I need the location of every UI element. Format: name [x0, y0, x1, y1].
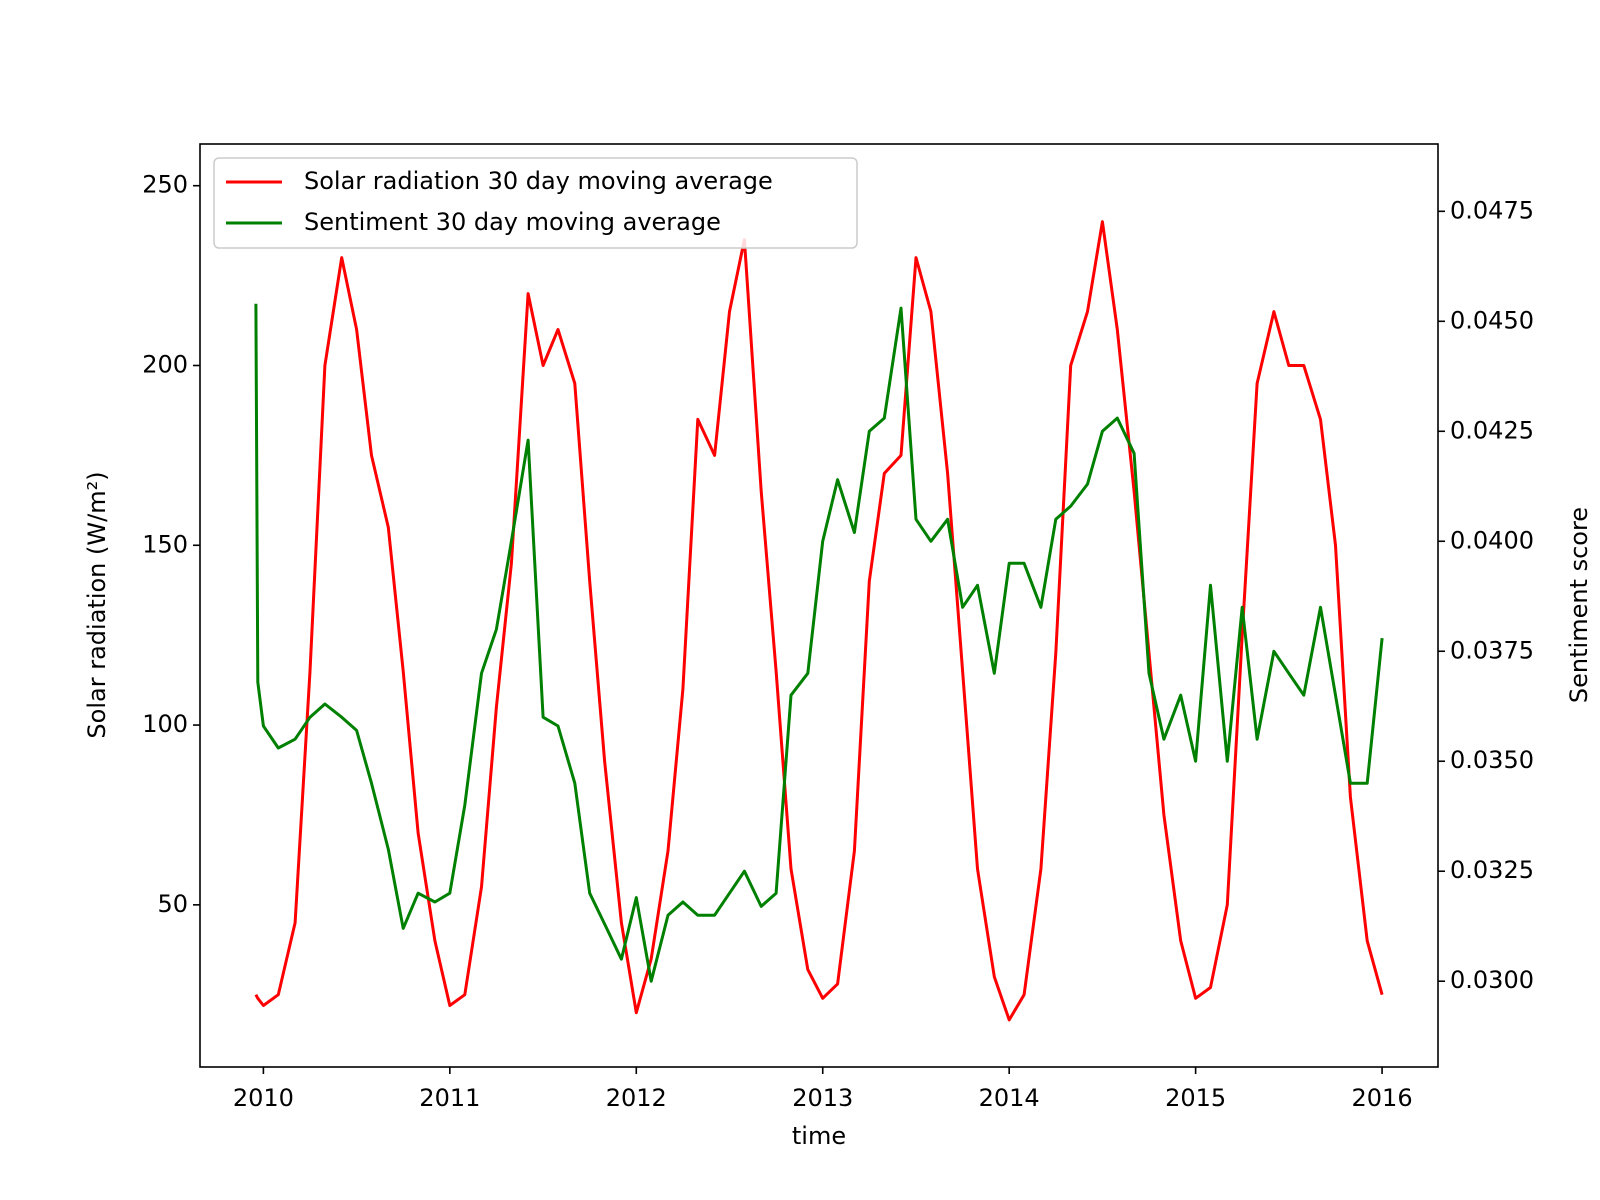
y2-tick-label: 0.0400	[1450, 526, 1534, 554]
y-axis-label: Solar radiation (W/m²)	[83, 471, 111, 738]
y2-tick-label: 0.0450	[1450, 306, 1534, 334]
y2-tick-label: 0.0475	[1450, 196, 1534, 224]
y2-tick-label: 0.0425	[1450, 416, 1534, 444]
y2-tick-label: 0.0300	[1450, 966, 1534, 994]
x-tick-label: 2013	[792, 1084, 853, 1112]
x-tick-label: 2010	[233, 1084, 294, 1112]
series-line	[254, 303, 1384, 983]
x-tick-label: 2012	[606, 1084, 667, 1112]
y-tick-label: 100	[142, 710, 188, 738]
x-tick-label: 2016	[1352, 1084, 1413, 1112]
y2-axis-label: Sentiment score	[1565, 507, 1593, 703]
plot-frame	[199, 143, 1439, 1068]
legend-label: Solar radiation 30 day moving average	[304, 167, 773, 195]
y2-tick-label: 0.0350	[1450, 746, 1534, 774]
y-tick-label: 50	[157, 890, 188, 918]
y2-tick-label: 0.0375	[1450, 636, 1534, 664]
y2-tick-label: 0.0325	[1450, 856, 1534, 884]
x-tick-label: 2011	[419, 1084, 480, 1112]
legend-label: Sentiment 30 day moving average	[304, 208, 721, 236]
y-tick-label: 200	[142, 350, 188, 378]
x-tick-label: 2015	[1165, 1084, 1226, 1112]
y-tick-label: 250	[142, 171, 188, 199]
y-tick-label: 150	[142, 530, 188, 558]
legend-box	[213, 157, 858, 249]
x-axis-label: time	[792, 1122, 846, 1150]
x-tick-label: 2014	[979, 1084, 1040, 1112]
series-line	[254, 220, 1384, 1022]
